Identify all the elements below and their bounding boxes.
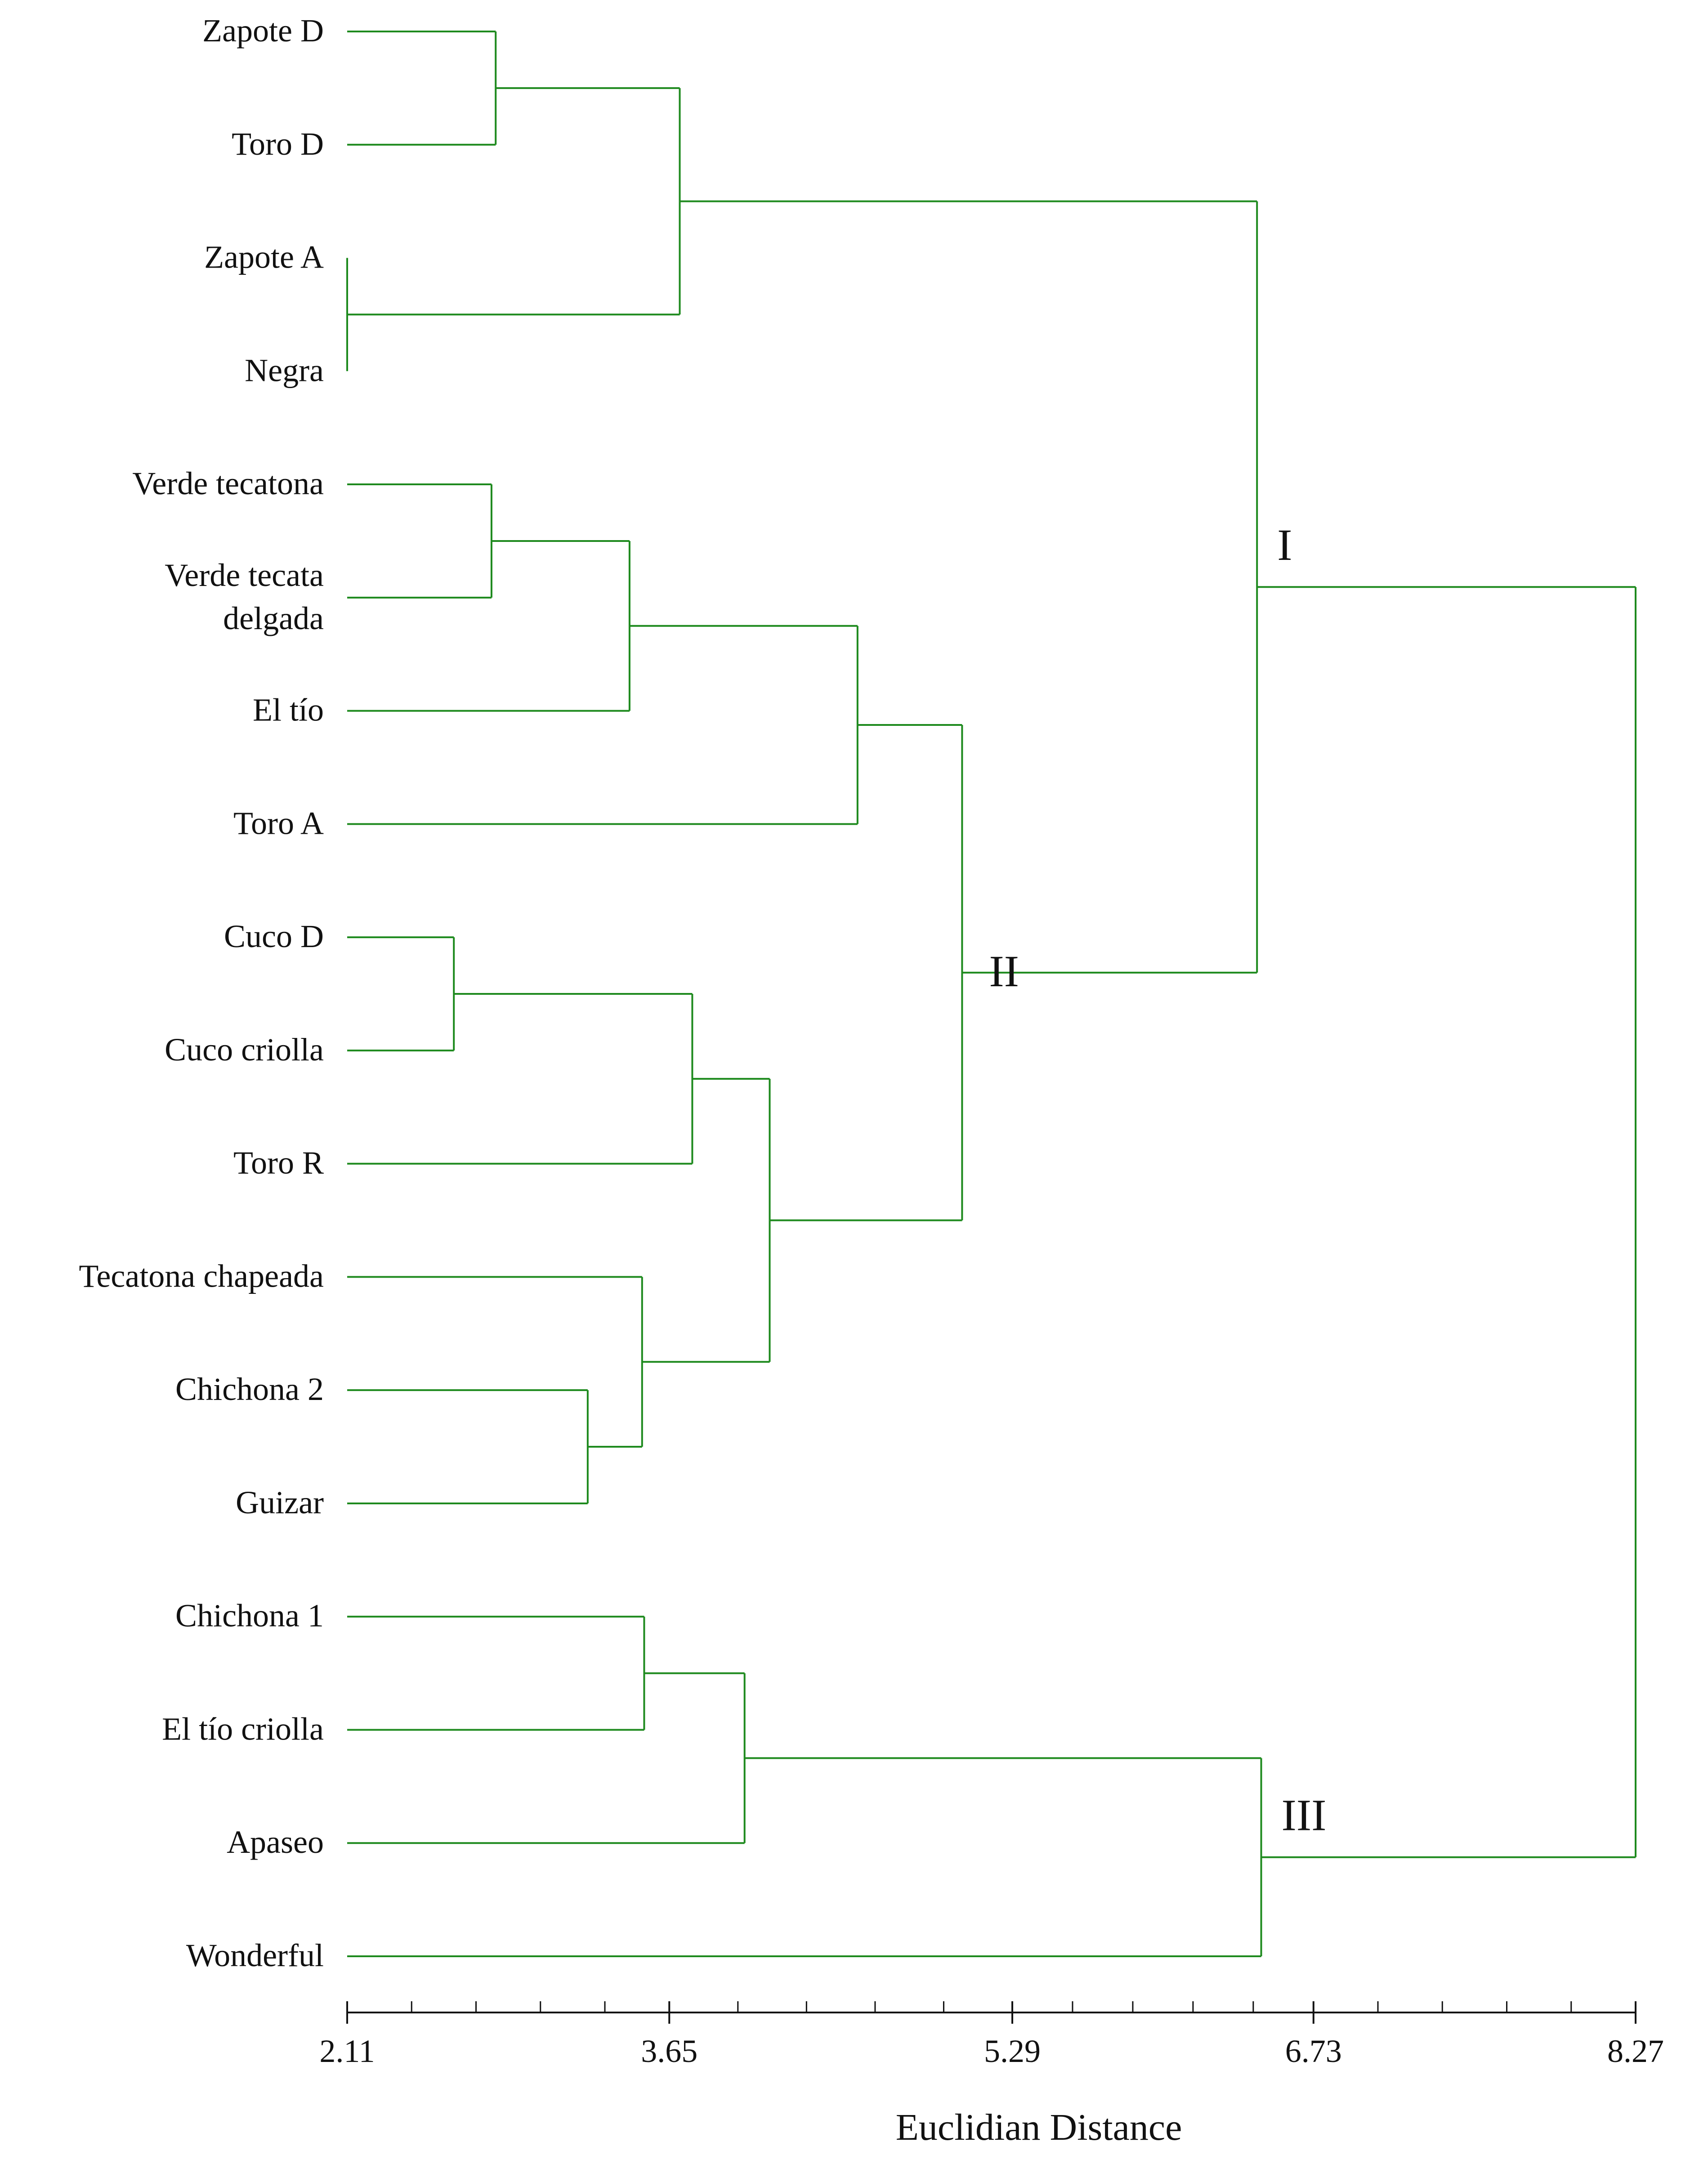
leaf-labels: Zapote D Toro D Zapote A Negra Verde tecaton…: [79, 13, 324, 1973]
x-axis: 2.11 3.65 5.29 6.73 8.27: [319, 2001, 1664, 2069]
leaf-label: Negra: [245, 352, 324, 388]
x-axis-title: Euclidian Distance: [896, 2106, 1182, 2148]
leaf-label: Chichona 2: [175, 1371, 324, 1407]
leaf-label: Toro D: [232, 126, 324, 162]
leaf-label: Verde tecatona: [132, 465, 324, 501]
cluster-label: II: [989, 946, 1019, 996]
leaf-label: Cuco D: [224, 918, 324, 954]
cluster-label: I: [1277, 520, 1292, 570]
leaf-label: Apaseo: [227, 1824, 324, 1860]
x-tick-label: 6.73: [1285, 2033, 1342, 2069]
leaf-label: Tecatona chapeada: [79, 1258, 324, 1294]
leaf-label: Guizar: [236, 1485, 324, 1520]
x-tick-label: 5.29: [984, 2033, 1041, 2069]
leaf-label: Wonderful: [186, 1937, 324, 1973]
x-tick-label: 3.65: [641, 2033, 698, 2069]
leaf-label: Toro R: [233, 1145, 324, 1181]
leaf-label: Toro A: [233, 805, 324, 841]
leaf-label: Zapote D: [202, 13, 324, 49]
leaf-label: El tío: [253, 692, 324, 728]
leaf-label: Zapote A: [204, 239, 324, 275]
leaf-label: Chichona 1: [175, 1598, 324, 1634]
dendrogram-links: [346, 31, 1636, 1957]
leaf-label: El tío criolla: [162, 1711, 324, 1747]
x-tick-label: 2.11: [319, 2033, 375, 2069]
leaf-label: Cuco criolla: [165, 1032, 324, 1068]
leaf-label: Verde tecata delgada: [165, 557, 324, 636]
cluster-label: III: [1281, 1790, 1326, 1840]
x-tick-label: 8.27: [1607, 2033, 1664, 2069]
